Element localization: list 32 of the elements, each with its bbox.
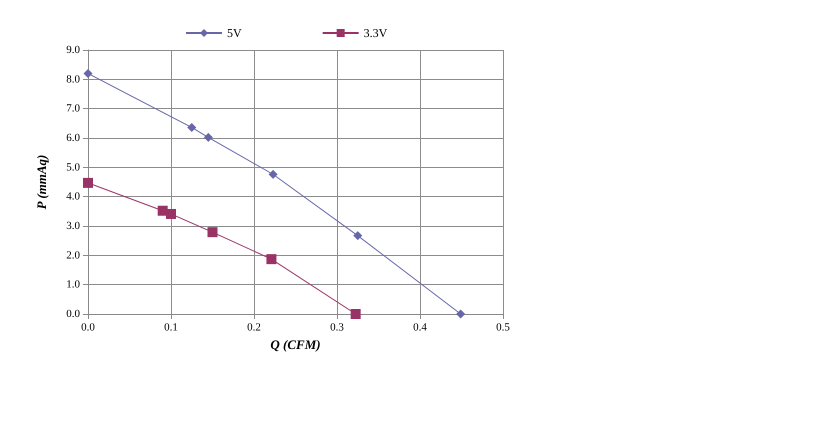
legend-label: 5V	[227, 26, 242, 40]
point	[83, 178, 93, 188]
x-tick-label: 0.1	[164, 322, 178, 334]
x-tick-label: 0.4	[413, 322, 428, 334]
point	[166, 208, 176, 219]
point	[350, 309, 361, 319]
point	[187, 122, 196, 132]
y-tick-label: 9.0	[66, 44, 80, 56]
point	[84, 68, 92, 78]
y-tick-label: 0.0	[66, 308, 80, 320]
x-tick-label: 0.0	[81, 322, 96, 334]
y-tick-label: 8.0	[66, 73, 80, 86]
x-tick-label: 0.3	[330, 322, 344, 334]
y-tick-label: 7.0	[66, 102, 80, 115]
point	[208, 227, 218, 238]
y-tick-label: 5.0	[66, 161, 80, 174]
y-tick-label: 1.0	[66, 278, 80, 291]
x-tick-label: 0.2	[247, 322, 261, 334]
y-tick-label: 6.0	[66, 132, 80, 144]
point	[456, 310, 466, 318]
y-tick-label: 4.0	[66, 190, 80, 203]
legend-label: 3.3V	[364, 26, 388, 40]
x-tick-label: 0.5	[496, 322, 510, 334]
y-tick-label: 3.0	[66, 220, 80, 232]
point	[204, 132, 213, 142]
y-tick-label: 2.0	[66, 249, 80, 262]
point	[268, 170, 278, 179]
point	[158, 206, 168, 216]
point	[353, 231, 362, 240]
y-axis-title: P (mmAq)	[34, 154, 49, 210]
point	[266, 254, 276, 264]
x-axis-title: Q (CFM)	[270, 337, 321, 352]
